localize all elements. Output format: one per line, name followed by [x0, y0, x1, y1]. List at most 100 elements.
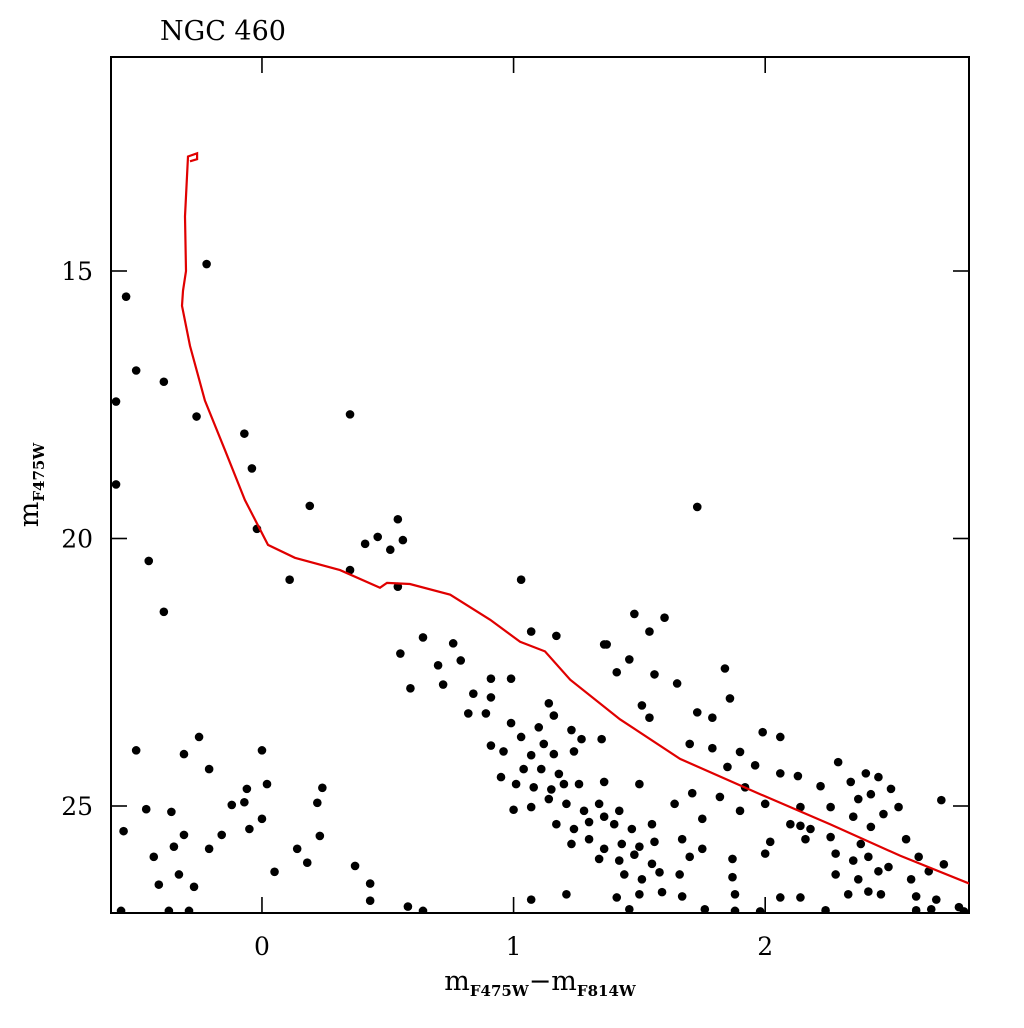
- star-point: [786, 819, 795, 829]
- star-point: [599, 844, 609, 854]
- star-point: [544, 698, 554, 708]
- star-point: [597, 734, 606, 744]
- star-point: [959, 907, 969, 913]
- star-point: [911, 906, 921, 913]
- star-point: [614, 856, 624, 865]
- star-point: [552, 631, 561, 641]
- x-tick-label: 1: [506, 932, 522, 961]
- y-label-part: F475W: [30, 442, 48, 502]
- isochrone-line: [180, 151, 969, 885]
- star-point: [509, 805, 518, 815]
- star-point: [433, 660, 443, 670]
- star-point: [448, 639, 458, 648]
- star-point: [599, 812, 609, 821]
- star-point: [650, 837, 659, 847]
- star-point: [866, 789, 876, 799]
- star-point: [511, 779, 521, 789]
- y-axis-label: mF475W: [14, 442, 48, 528]
- star-point: [526, 627, 536, 636]
- star-point: [645, 627, 654, 636]
- star-point: [184, 906, 194, 913]
- star-point: [302, 858, 312, 868]
- star-point: [901, 834, 911, 844]
- star-point: [864, 852, 873, 862]
- star-point: [697, 844, 707, 854]
- star-point: [111, 480, 121, 489]
- star-point: [914, 852, 923, 862]
- star-point: [398, 535, 408, 545]
- star-point: [876, 889, 886, 899]
- star-point: [318, 783, 327, 793]
- x-axis-label: mF475W−mF814W: [444, 966, 637, 1000]
- star-point: [796, 821, 805, 831]
- star-point: [609, 819, 619, 829]
- star-point: [270, 867, 279, 877]
- star-point: [853, 794, 863, 804]
- star-point: [612, 667, 622, 677]
- star-point: [730, 889, 740, 899]
- star-point: [554, 769, 564, 779]
- star-point: [179, 830, 189, 840]
- star-point: [831, 870, 840, 879]
- star-point: [874, 772, 883, 782]
- star-point: [396, 649, 405, 658]
- star-point: [159, 377, 169, 387]
- star-point: [526, 895, 536, 904]
- star-point: [519, 764, 528, 774]
- star-point: [599, 777, 609, 787]
- star-point: [285, 575, 294, 584]
- star-point: [602, 640, 611, 649]
- star-point: [894, 802, 903, 812]
- star-point: [164, 906, 174, 913]
- star-point: [574, 779, 584, 789]
- star-point: [843, 889, 853, 899]
- star-point: [874, 866, 883, 876]
- star-point: [793, 771, 803, 781]
- star-point: [549, 711, 559, 720]
- star-point: [144, 556, 154, 566]
- star-point: [403, 902, 413, 911]
- x-tick-label: 2: [757, 932, 773, 961]
- star-point: [627, 824, 637, 834]
- star-point: [725, 694, 735, 703]
- star-point: [886, 784, 896, 794]
- star-point: [194, 732, 204, 742]
- star-point: [119, 826, 128, 836]
- star-point: [617, 839, 627, 849]
- star-point: [569, 824, 579, 834]
- star-point: [559, 779, 569, 789]
- star-point: [708, 743, 717, 753]
- star-point: [760, 799, 770, 809]
- star-point: [775, 732, 785, 742]
- star-point: [861, 769, 871, 778]
- star-point: [796, 893, 805, 902]
- star-point: [655, 868, 664, 877]
- star-point: [937, 795, 946, 805]
- star-point: [630, 609, 639, 619]
- star-point: [567, 725, 576, 735]
- star-point: [159, 607, 169, 617]
- star-point: [189, 882, 199, 892]
- star-point: [204, 844, 214, 854]
- star-point: [630, 850, 639, 859]
- star-point: [853, 874, 863, 884]
- star-point: [619, 870, 629, 879]
- star-point: [529, 782, 539, 792]
- star-point: [728, 872, 737, 882]
- star-point: [536, 764, 546, 774]
- star-point: [202, 259, 211, 269]
- star-point: [657, 887, 667, 897]
- star-point: [111, 397, 121, 406]
- star-point: [816, 781, 825, 791]
- star-point: [625, 904, 634, 913]
- star-point: [179, 749, 189, 759]
- y-label-part: m: [14, 502, 45, 528]
- star-point: [775, 893, 785, 902]
- star-point: [730, 906, 740, 913]
- star-point: [758, 727, 767, 737]
- star-point: [635, 779, 644, 789]
- star-point: [141, 804, 151, 814]
- star-point: [833, 757, 843, 767]
- star-point: [567, 839, 576, 849]
- star-point: [708, 713, 717, 723]
